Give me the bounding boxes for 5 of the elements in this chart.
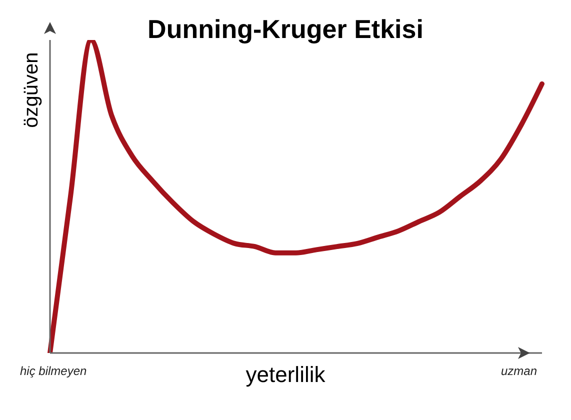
text: uzman — [500, 364, 537, 378]
chart-title: Dunning-Kruger Etkisi — [146, 14, 424, 45]
x-axis-title: yeterlilik — [246, 362, 326, 387]
y-axis-title: özgüven — [20, 52, 44, 128]
text: hiç bilmeyen — [20, 364, 87, 378]
